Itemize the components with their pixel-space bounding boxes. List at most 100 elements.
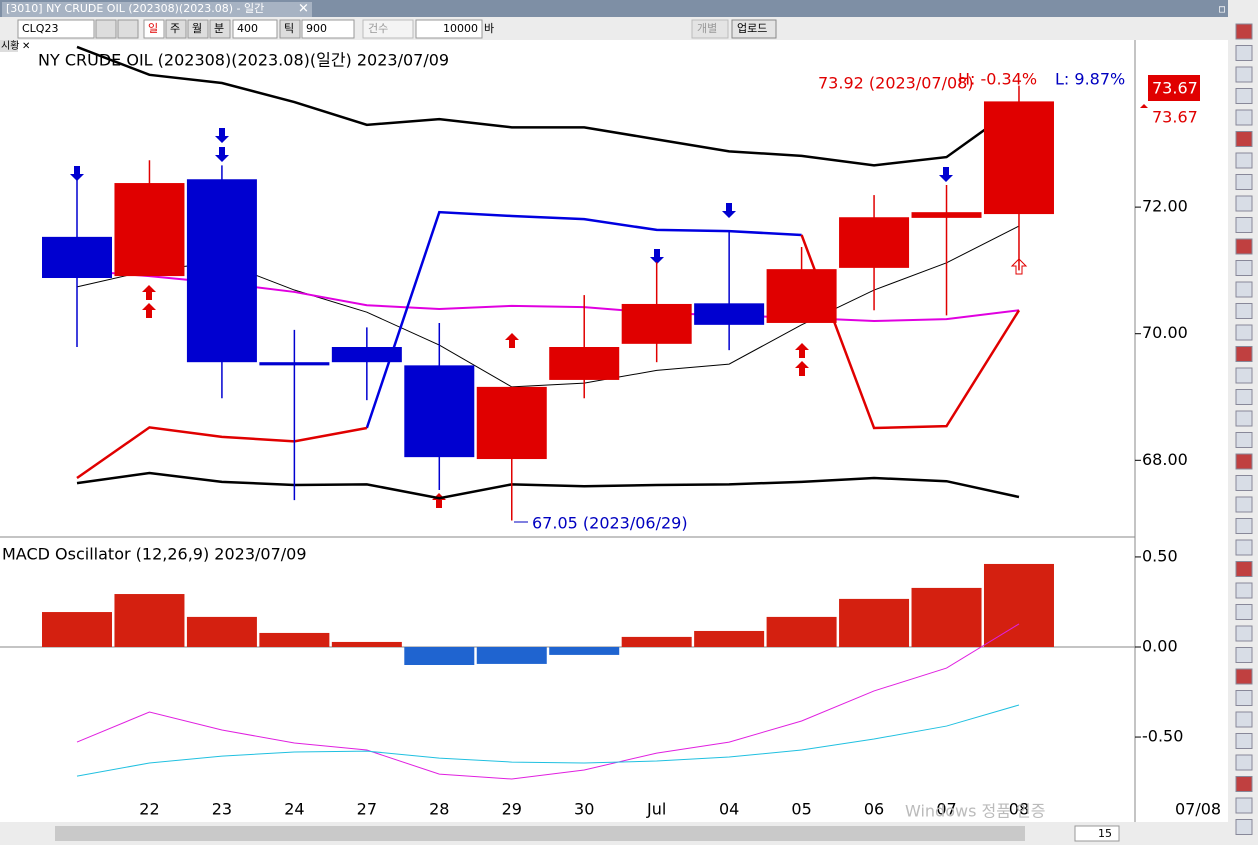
minute-box[interactable] xyxy=(232,19,278,39)
tool-icon[interactable] xyxy=(1235,797,1253,814)
period-label: 분 xyxy=(214,22,224,35)
bar-label: 바 xyxy=(484,22,494,35)
candle-body xyxy=(476,386,547,460)
last-price-marker: 73.67 xyxy=(1152,108,1198,127)
tool-icon[interactable] xyxy=(1235,475,1253,491)
tool-icon[interactable] xyxy=(1235,66,1253,83)
period-label: 월 xyxy=(192,22,202,35)
search-button[interactable] xyxy=(117,19,139,39)
tool-icon[interactable] xyxy=(1235,346,1253,362)
tool-icon[interactable] xyxy=(1235,131,1253,147)
tool-icon[interactable] xyxy=(1235,45,1253,61)
x-tick-label: 23 xyxy=(212,800,232,819)
tool-icon[interactable] xyxy=(1235,238,1253,255)
period-button[interactable] xyxy=(209,19,231,39)
tool-icon[interactable] xyxy=(1235,625,1253,642)
indicator-line xyxy=(365,210,802,429)
histogram-bar xyxy=(694,630,765,647)
tool-icon[interactable] xyxy=(1235,668,1253,685)
tool-icon[interactable] xyxy=(1235,410,1253,427)
count-input[interactable] xyxy=(415,19,483,39)
tool-icon[interactable] xyxy=(1235,88,1253,104)
tool-icon[interactable] xyxy=(1235,109,1253,126)
histogram-bar xyxy=(839,598,910,647)
x-tick-label: 05 xyxy=(791,800,811,819)
side-tab[interactable] xyxy=(0,40,18,52)
tool-icon[interactable] xyxy=(1235,324,1253,341)
tool-icon[interactable] xyxy=(1235,819,1253,835)
tool-icon[interactable] xyxy=(1235,432,1253,448)
tool-icon[interactable] xyxy=(1235,604,1253,620)
period-button[interactable] xyxy=(165,19,187,39)
tick-button[interactable] xyxy=(279,19,301,39)
tool-icon[interactable] xyxy=(1235,303,1253,319)
x-tick-label: 22 xyxy=(139,800,159,819)
tool-icon[interactable] xyxy=(1235,453,1253,470)
tool-icon[interactable] xyxy=(1235,23,1253,40)
tool-icon[interactable] xyxy=(1235,776,1253,792)
tab[interactable] xyxy=(2,2,312,17)
candle-body xyxy=(766,269,837,323)
x-tick-label: 28 xyxy=(429,800,449,819)
tool-icon[interactable] xyxy=(1235,647,1253,663)
tool-icon[interactable] xyxy=(1235,561,1253,577)
tool-icon[interactable] xyxy=(1235,539,1253,556)
tool-icon[interactable] xyxy=(1235,152,1253,169)
tick-box[interactable] xyxy=(301,19,355,39)
x-end-label: 07/08 xyxy=(1175,800,1221,819)
candle-body xyxy=(186,179,257,363)
candle-body xyxy=(839,217,910,268)
close-button[interactable]: ✕ xyxy=(298,2,309,17)
search-button[interactable] xyxy=(95,19,117,39)
period-button[interactable] xyxy=(187,19,209,39)
tool-icon[interactable] xyxy=(1235,217,1253,233)
tool-icon[interactable] xyxy=(1235,733,1253,749)
individual-button[interactable] xyxy=(691,19,729,39)
tool-icon[interactable] xyxy=(1235,582,1253,599)
tool-icon[interactable] xyxy=(1235,281,1253,298)
low-label: 67.05 (2023/06/29) xyxy=(532,514,688,533)
candle-body xyxy=(983,101,1054,215)
last-price: 73.67 xyxy=(1152,79,1198,98)
tool-icon[interactable] xyxy=(1235,195,1253,212)
x-tick-label: 07 xyxy=(936,800,956,819)
tool-icon[interactable] xyxy=(1235,389,1253,405)
period-label: 주 xyxy=(170,22,180,35)
symbol-box[interactable] xyxy=(17,19,95,39)
tool-icon[interactable] xyxy=(1235,367,1253,384)
scroll-track[interactable] xyxy=(55,826,1025,841)
tool-icon[interactable] xyxy=(1235,711,1253,728)
count-box[interactable] xyxy=(362,19,414,39)
histogram-bar xyxy=(983,563,1054,647)
histogram-bar xyxy=(549,646,620,655)
upload-button[interactable] xyxy=(731,19,777,39)
period-label: 일 xyxy=(148,21,158,35)
tool-icon[interactable] xyxy=(1235,260,1253,276)
x-tick-label: 24 xyxy=(284,800,304,819)
tool-icon[interactable] xyxy=(1235,518,1253,534)
y-tick-label: 68.00 xyxy=(1142,450,1188,469)
low-change: L: 9.87% xyxy=(1055,70,1125,89)
close-icon[interactable]: ✕ xyxy=(22,41,30,52)
macd-title: MACD Oscillator (12,26,9) 2023/07/09 xyxy=(2,545,307,564)
window-button[interactable]: ▫ xyxy=(1218,2,1226,16)
count-label: 건수 xyxy=(368,22,388,35)
watermark: Windows 정품 인증 xyxy=(905,802,1045,821)
candle-body xyxy=(694,303,765,325)
symbol: CLQ23 xyxy=(22,22,58,35)
histogram-bar xyxy=(404,646,475,665)
tool-icon[interactable] xyxy=(1235,496,1253,513)
x-tick-label: 06 xyxy=(864,800,884,819)
candle-body xyxy=(549,347,620,380)
tool-icon[interactable] xyxy=(1235,754,1253,771)
tool-icon[interactable] xyxy=(1235,690,1253,706)
candle-body xyxy=(911,212,982,218)
period-button[interactable] xyxy=(143,19,165,39)
tool-icon[interactable] xyxy=(1235,174,1253,190)
y-tick-label: 0.50 xyxy=(1142,546,1178,565)
candle-body xyxy=(621,303,692,344)
scroll-box[interactable] xyxy=(1074,825,1120,842)
